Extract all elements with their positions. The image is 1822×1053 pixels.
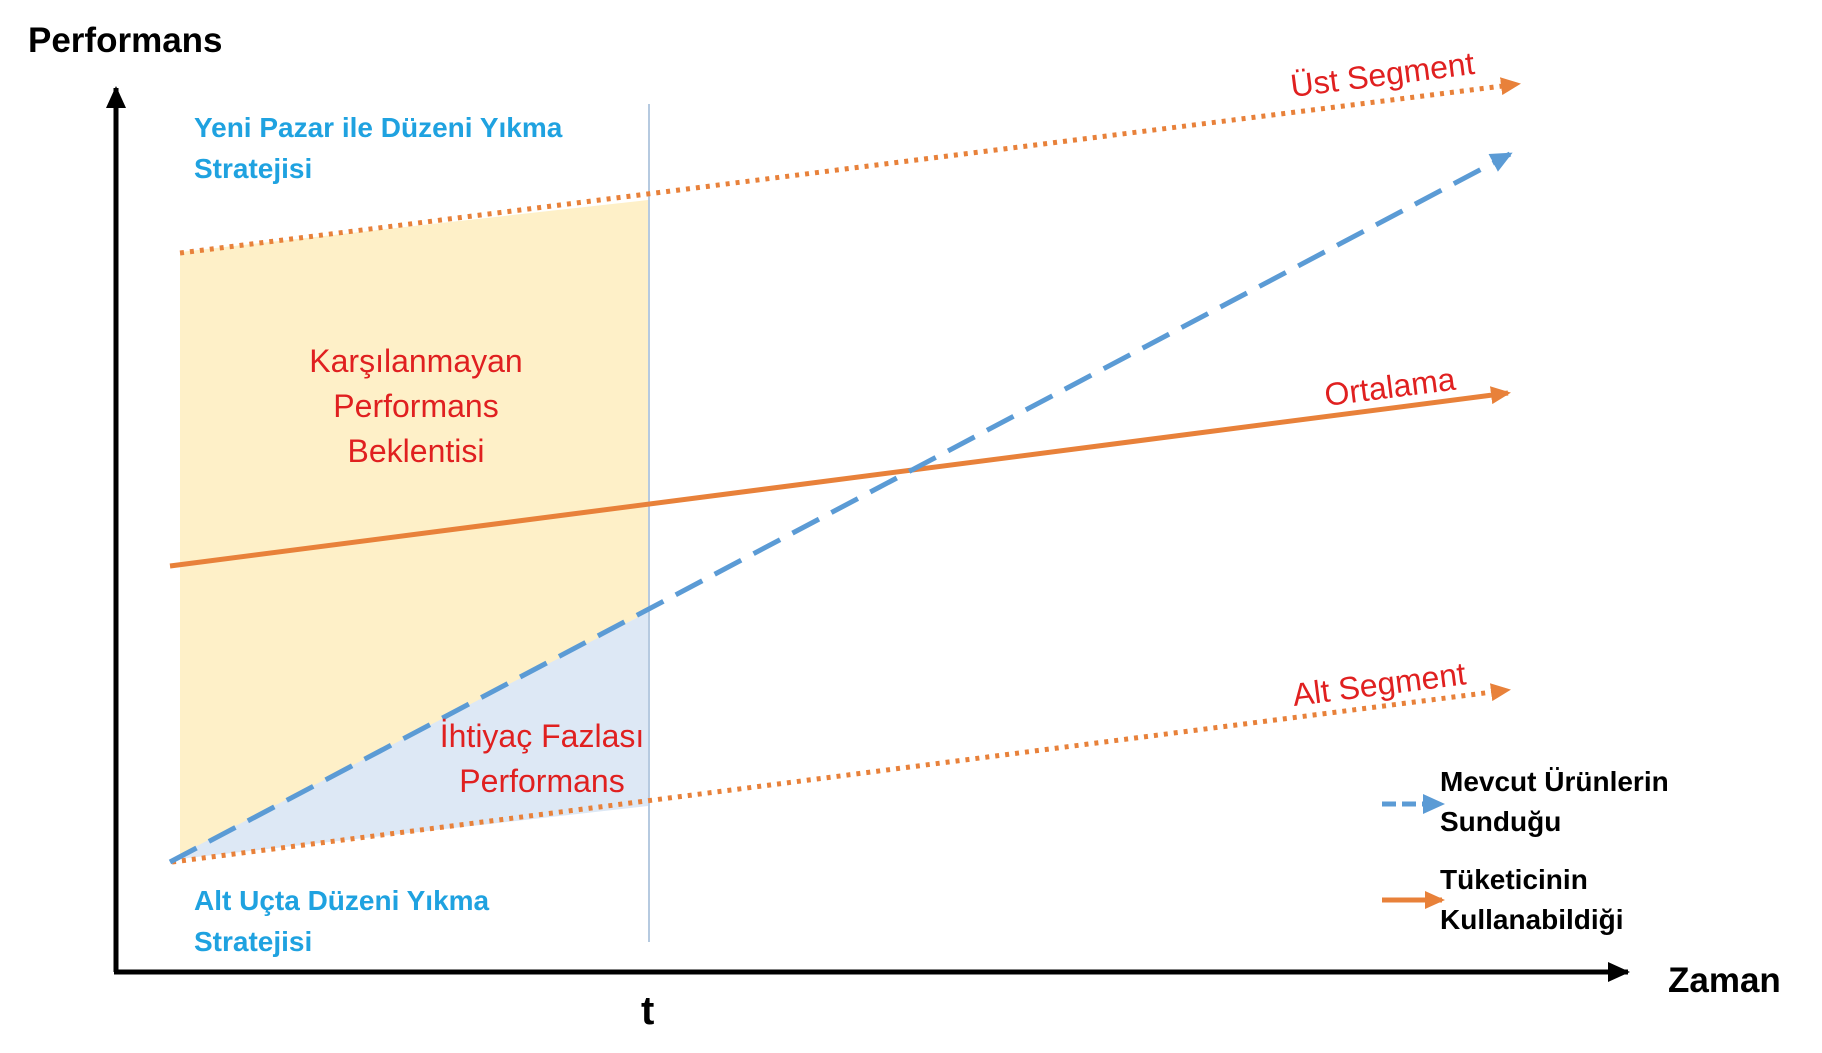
lower-segment-label: Alt Segment [1290,655,1468,713]
upper-segment-line [179,77,1521,256]
x-axis-title: Zaman [1668,961,1781,1000]
excess-performance-line1: İhtiyaç Fazlası [440,718,645,754]
unmet-expectation-line2: Performans [333,388,498,424]
new-market-strategy-line1: Yeni Pazar ile Düzeni Yıkma [194,112,563,143]
legend: Mevcut Ürünlerin Sunduğu Tüketicinin Kul… [1382,766,1669,935]
legend-supply-line2: Sunduğu [1440,806,1561,837]
legend-supply-line1: Mevcut Ürünlerin [1440,766,1669,797]
t-marker-label: t [641,989,654,1033]
unmet-expectation-line1: Karşılanmayan [309,343,522,379]
lower-segment-line [171,683,1511,865]
low-end-strategy-line1: Alt Uçta Düzeni Yıkma [194,885,490,916]
y-axis-title: Performans [28,21,223,60]
low-end-strategy-line2: Stratejisi [194,926,312,957]
new-market-strategy-line2: Stratejisi [194,153,312,184]
excess-performance-line2: Performans [459,763,624,799]
average-label: Ortalama [1322,361,1457,413]
average-line [169,386,1511,569]
legend-usable-line2: Kullanabildiği [1440,904,1624,935]
unmet-expectation-line3: Beklentisi [348,433,485,469]
upper-segment-label: Üst Segment [1288,45,1476,104]
product-performance-line [168,151,1513,865]
unmet-expectation-region [180,200,648,858]
legend-usable-line1: Tüketicinin [1440,864,1588,895]
